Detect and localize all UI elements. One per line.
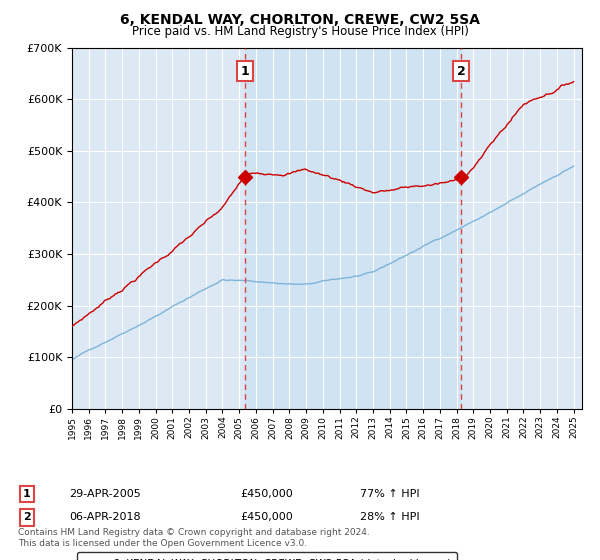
Bar: [245, 48, 461, 409]
Legend: 6, KENDAL WAY, CHORLTON, CREWE, CW2 5SA (detached house), HPI: Average price, de: 6, KENDAL WAY, CHORLTON, CREWE, CW2 5SA …: [77, 552, 457, 560]
Text: 28% ↑ HPI: 28% ↑ HPI: [360, 512, 419, 522]
Text: 6, KENDAL WAY, CHORLTON, CREWE, CW2 5SA: 6, KENDAL WAY, CHORLTON, CREWE, CW2 5SA: [120, 13, 480, 27]
Text: 29-APR-2005: 29-APR-2005: [69, 489, 141, 499]
Text: 1: 1: [23, 489, 31, 499]
Text: 06-APR-2018: 06-APR-2018: [69, 512, 140, 522]
Text: Contains HM Land Registry data © Crown copyright and database right 2024.
This d: Contains HM Land Registry data © Crown c…: [18, 528, 370, 548]
Text: 2: 2: [457, 64, 466, 78]
Text: Price paid vs. HM Land Registry's House Price Index (HPI): Price paid vs. HM Land Registry's House …: [131, 25, 469, 38]
Text: 2: 2: [23, 512, 31, 522]
Text: £450,000: £450,000: [240, 489, 293, 499]
Text: 1: 1: [241, 64, 249, 78]
Text: £450,000: £450,000: [240, 512, 293, 522]
Text: 77% ↑ HPI: 77% ↑ HPI: [360, 489, 419, 499]
